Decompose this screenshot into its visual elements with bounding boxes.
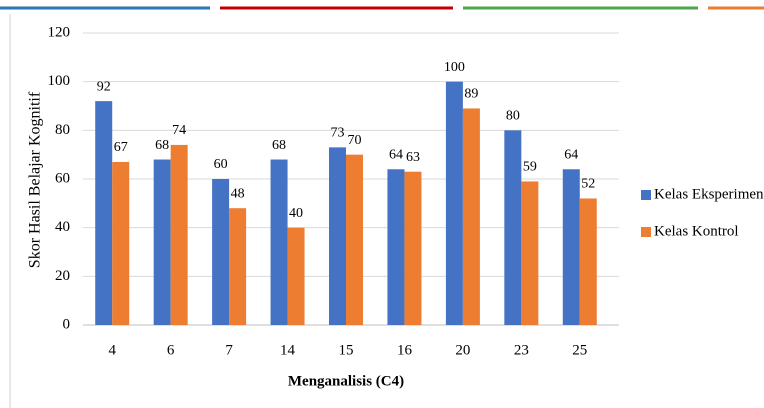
legend-label: Kelas Kontrol <box>654 223 739 239</box>
bar <box>212 179 230 325</box>
bar <box>462 108 480 325</box>
bar <box>445 81 463 326</box>
bar <box>562 169 580 325</box>
y-tick-label: 0 <box>63 316 71 332</box>
bar <box>504 130 522 325</box>
x-axis-label: Menganalisis (C4) <box>288 373 404 389</box>
data-label: 80 <box>506 109 520 124</box>
x-tick-label: 7 <box>225 342 233 358</box>
x-tick-label: 6 <box>167 342 175 358</box>
data-label: 40 <box>289 206 303 221</box>
data-label: 92 <box>97 79 111 94</box>
y-tick-label: 100 <box>48 73 71 89</box>
x-tick-label: 15 <box>339 342 354 358</box>
bar <box>95 101 113 325</box>
x-tick-label: 23 <box>514 342 529 358</box>
bar <box>229 208 247 325</box>
data-label: 64 <box>389 147 403 162</box>
data-label: 48 <box>231 186 245 201</box>
bar <box>270 159 288 325</box>
y-tick-label: 80 <box>55 122 70 138</box>
bar <box>387 169 405 325</box>
y-axis-label: Skor Hasil Belajar Kognitif <box>27 91 44 268</box>
bar <box>112 161 130 325</box>
bar <box>346 154 363 325</box>
x-tick-label: 20 <box>455 342 470 358</box>
x-tick-label: 16 <box>397 342 413 358</box>
bar <box>404 171 422 325</box>
data-label: 68 <box>155 138 169 153</box>
bar <box>521 181 539 325</box>
data-label: 68 <box>272 138 286 153</box>
bar <box>170 144 188 325</box>
legend-label: Kelas Eksperimen <box>654 186 764 202</box>
y-tick-label: 40 <box>55 219 70 235</box>
data-label: 64 <box>564 147 578 162</box>
y-tick-label: 20 <box>55 268 70 284</box>
data-label: 70 <box>348 133 362 148</box>
data-label: 63 <box>406 150 420 165</box>
bar <box>329 147 346 325</box>
data-label: 60 <box>214 157 228 172</box>
legend-swatch <box>641 227 651 237</box>
data-label: 100 <box>444 60 465 75</box>
bar <box>579 198 597 325</box>
bar <box>287 227 305 325</box>
data-label: 74 <box>172 123 186 138</box>
x-tick-label: 25 <box>572 342 587 358</box>
y-tick-label: 60 <box>55 170 70 186</box>
data-label: 52 <box>581 177 595 192</box>
data-label: 59 <box>523 160 537 175</box>
x-tick-label: 4 <box>108 342 116 358</box>
legend-swatch <box>641 190 651 200</box>
data-label: 89 <box>464 87 478 102</box>
data-label: 67 <box>114 140 128 155</box>
bar <box>153 159 171 325</box>
data-label: 73 <box>331 126 345 141</box>
x-tick-label: 14 <box>280 342 296 358</box>
y-tick-label: 120 <box>48 24 71 40</box>
